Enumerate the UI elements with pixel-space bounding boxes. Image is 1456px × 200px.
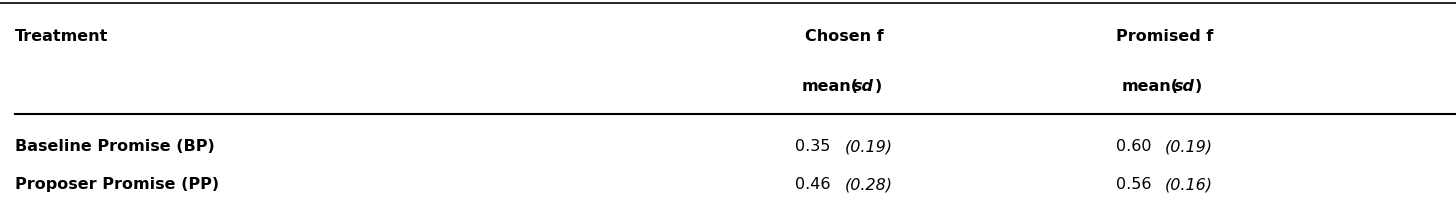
Text: (0.16): (0.16) [1165, 177, 1213, 191]
Text: 0.60: 0.60 [1115, 139, 1156, 153]
Text: (0.28): (0.28) [844, 177, 893, 191]
Text: Promised f: Promised f [1117, 29, 1213, 43]
Text: Treatment: Treatment [15, 29, 108, 43]
Text: 0.46: 0.46 [795, 177, 836, 191]
Text: (0.19): (0.19) [844, 139, 893, 153]
Text: Proposer Promise (PP): Proposer Promise (PP) [15, 177, 218, 191]
Text: (0.19): (0.19) [1165, 139, 1213, 153]
Text: ): ) [875, 79, 882, 93]
Text: Baseline Promise (BP): Baseline Promise (BP) [15, 139, 214, 153]
Text: ): ) [1195, 79, 1203, 93]
Text: 0.35: 0.35 [795, 139, 836, 153]
Text: sd: sd [853, 79, 874, 93]
Text: mean(: mean( [802, 79, 859, 93]
Text: 0.56: 0.56 [1115, 177, 1156, 191]
Text: sd: sd [1174, 79, 1194, 93]
Text: mean(: mean( [1123, 79, 1179, 93]
Text: Chosen f: Chosen f [805, 29, 884, 43]
